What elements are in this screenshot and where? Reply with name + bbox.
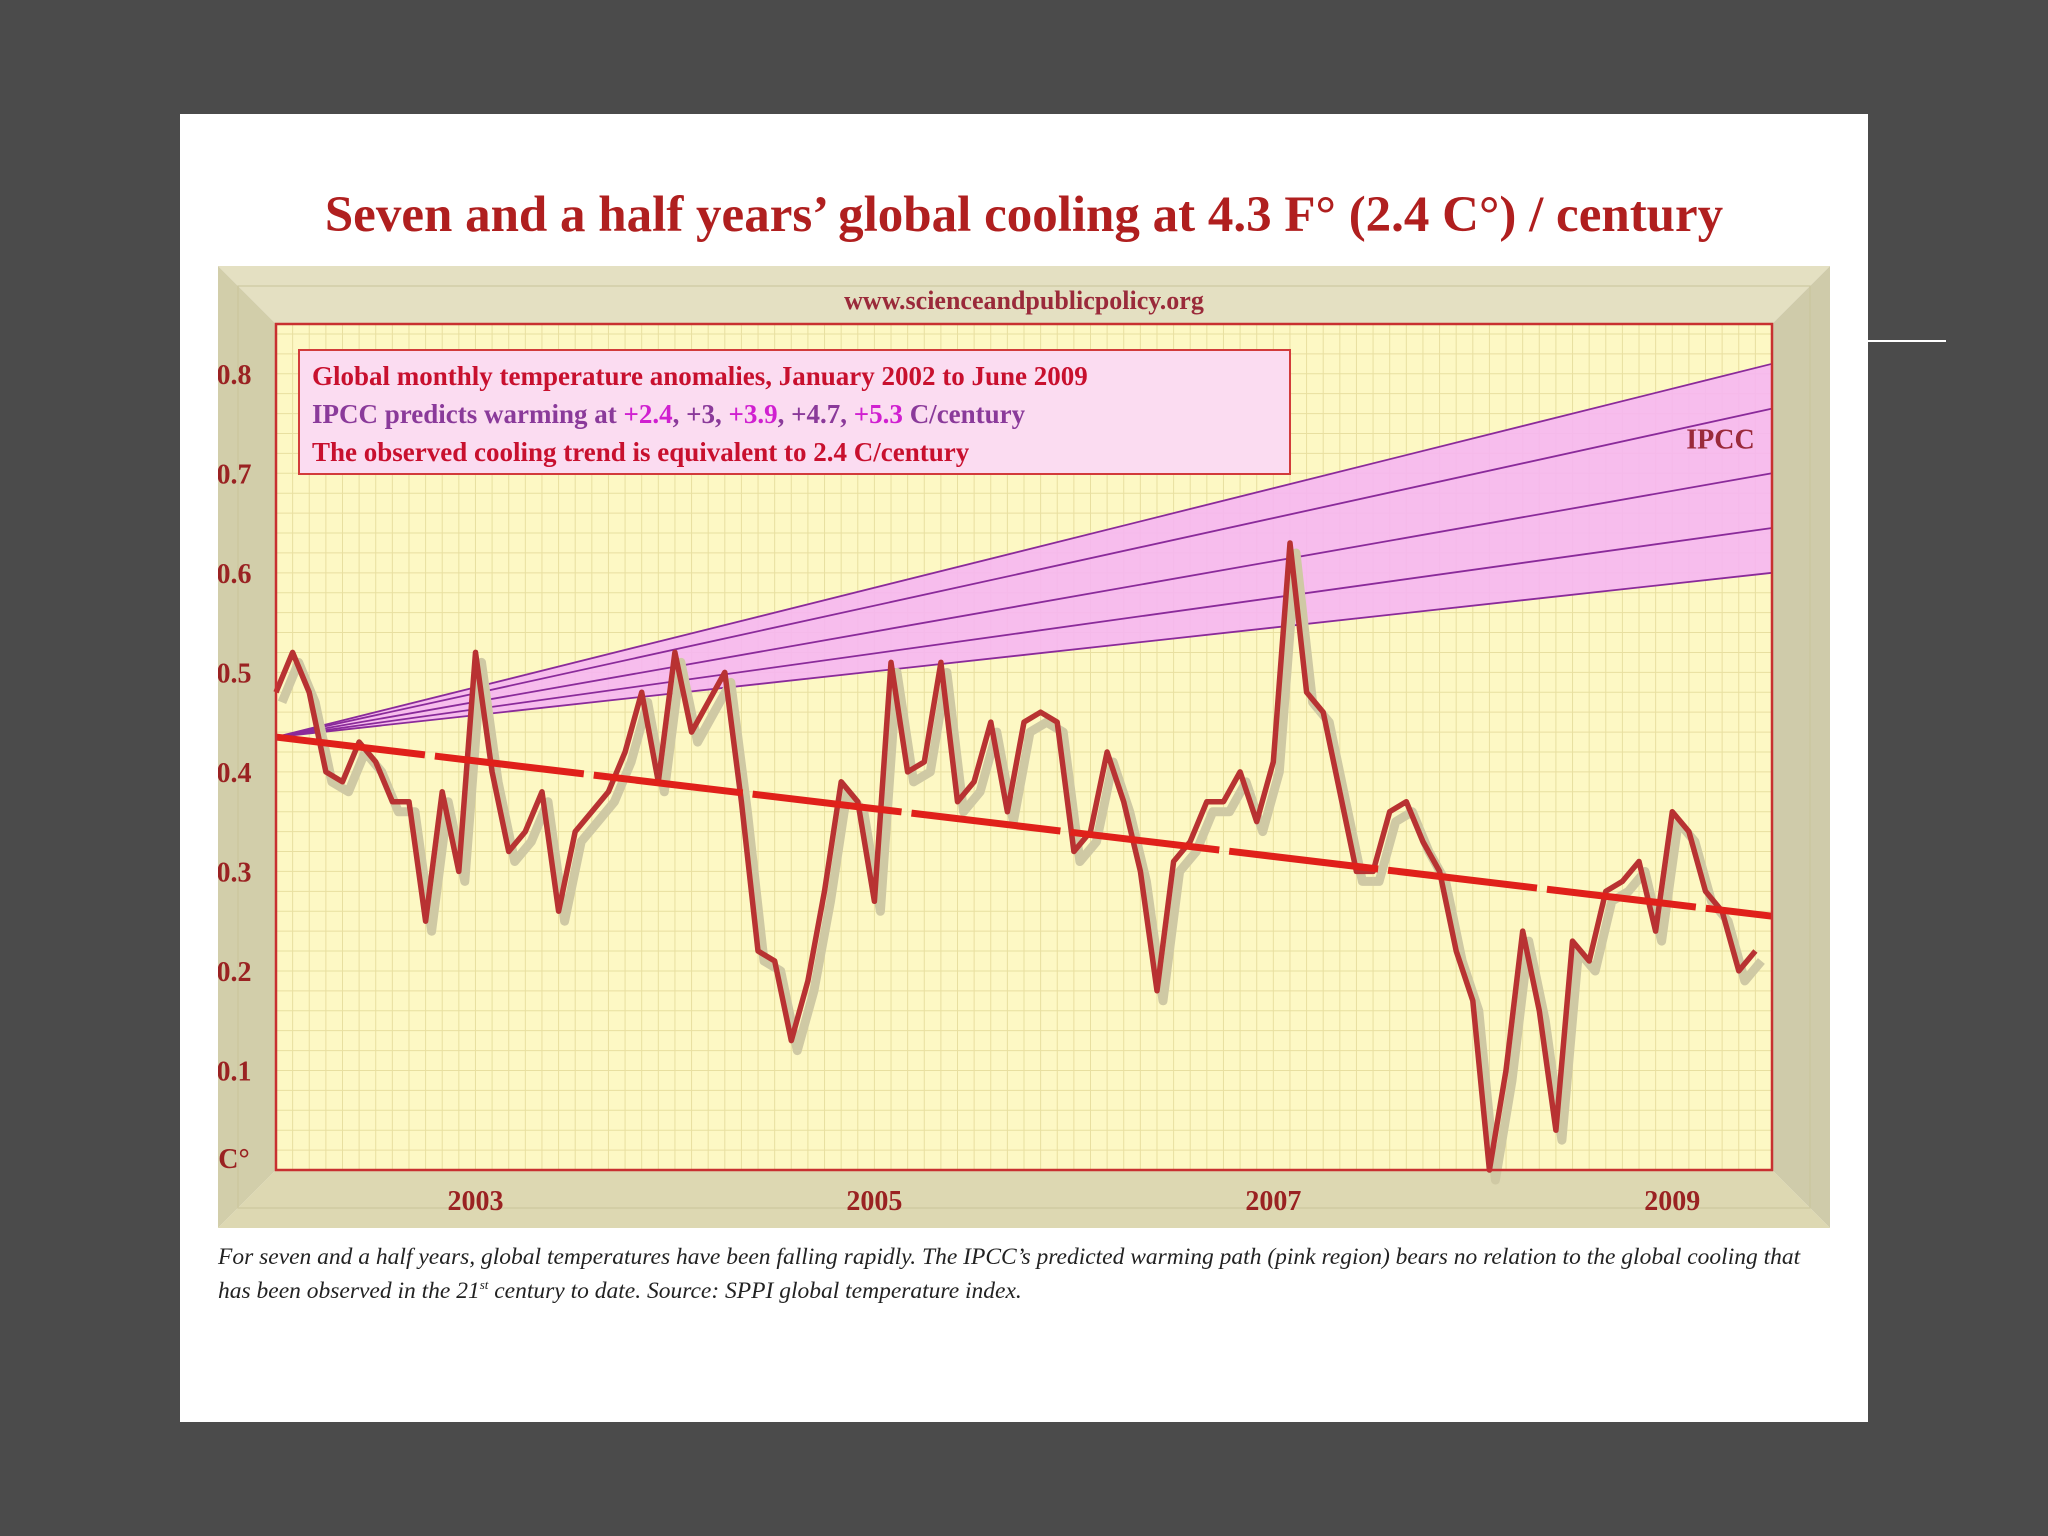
y-tick-label: 0.7 bbox=[218, 459, 252, 490]
legend-sep-3: , bbox=[777, 399, 792, 429]
chart-frame: www.scienceandpublicpolicy.org IPCC 0.1 0… bbox=[218, 266, 1830, 1228]
x-tick-label: 2005 bbox=[846, 1186, 902, 1217]
rate-2-4: +2.4 bbox=[623, 399, 673, 429]
x-tick-label: 2003 bbox=[447, 1186, 503, 1217]
legend-sep-1: , bbox=[672, 399, 687, 429]
x-tick-label: 2009 bbox=[1644, 1186, 1700, 1217]
ipcc-line-+3 bbox=[275, 527, 1773, 738]
frame-right bbox=[1772, 266, 1830, 1228]
legend-line-trend: The observed cooling trend is equivalent… bbox=[312, 437, 970, 467]
ipcc-line-+2.4 bbox=[275, 571, 1773, 738]
caption-text-1: For seven and a half years, global tempe… bbox=[218, 1244, 1801, 1304]
chart-title: Seven and a half years’ global cooling a… bbox=[324, 187, 1724, 243]
rate-5-3: +5.3 bbox=[853, 399, 903, 429]
accent-line bbox=[1868, 340, 1946, 342]
anomaly-line bbox=[273, 540, 1758, 1173]
ipcc-line-+3.9 bbox=[275, 472, 1773, 738]
rate-3-9: +3.9 bbox=[728, 399, 778, 429]
ipcc-label: IPCC bbox=[1686, 424, 1754, 455]
frame-left bbox=[218, 266, 276, 1228]
frame-inner bbox=[237, 285, 1811, 1209]
y-tick-label: 0.6 bbox=[218, 559, 252, 590]
rate-3: +3 bbox=[686, 399, 716, 429]
figure-caption: For seven and a half years, global tempe… bbox=[218, 1244, 1838, 1305]
website-label: www.scienceandpublicpolicy.org bbox=[844, 286, 1204, 315]
legend-line-anomalies: Global monthly temperature anomalies, Ja… bbox=[312, 361, 1088, 391]
legend-sep-4: , bbox=[840, 399, 854, 429]
legend-ipcc-suffix: C/century bbox=[902, 399, 1026, 429]
slide: Seven and a half years’ global cooling a… bbox=[180, 114, 1868, 1422]
trend-line bbox=[275, 733, 1773, 920]
ipcc-line-+4.7 bbox=[275, 407, 1773, 738]
y-tick-label: 0.2 bbox=[218, 957, 252, 988]
rate-4-7: +4.7 bbox=[791, 399, 841, 429]
y-tick-label: 0.4 bbox=[218, 758, 252, 789]
anomaly-shadow bbox=[277, 548, 1765, 1185]
y-tick-label: 0.1 bbox=[218, 1056, 252, 1087]
x-tick-label: 2007 bbox=[1245, 1186, 1301, 1217]
frame-bottom bbox=[218, 1170, 1830, 1228]
y-tick-label: 0.8 bbox=[218, 360, 252, 391]
caption-superscript: st bbox=[479, 1277, 489, 1292]
legend-box: Global monthly temperature anomalies, Ja… bbox=[298, 349, 1291, 475]
legend-line-ipcc: IPCC predicts warming at +2.4, +3, +3.9,… bbox=[312, 395, 1277, 433]
plot-border bbox=[274, 322, 1774, 1172]
y-tick-label: 0.5 bbox=[218, 658, 252, 689]
frame-top bbox=[218, 266, 1830, 324]
y-tick-label: 0.3 bbox=[218, 857, 252, 888]
caption-text-2: century to date. Source: SPPI global tem… bbox=[488, 1277, 1022, 1304]
legend-ipcc-prefix: IPCC predicts warming at bbox=[312, 399, 624, 429]
ticks-layer: 0.1 0.2 0.3 0.4 0.5 0.6 0.7 0.8 C° 2003 2005 2007 20… bbox=[218, 360, 1700, 1217]
y-unit-label: C° bbox=[218, 1144, 249, 1175]
ipcc-line-+5.3 bbox=[275, 362, 1773, 738]
legend-sep-2: , bbox=[715, 399, 729, 429]
